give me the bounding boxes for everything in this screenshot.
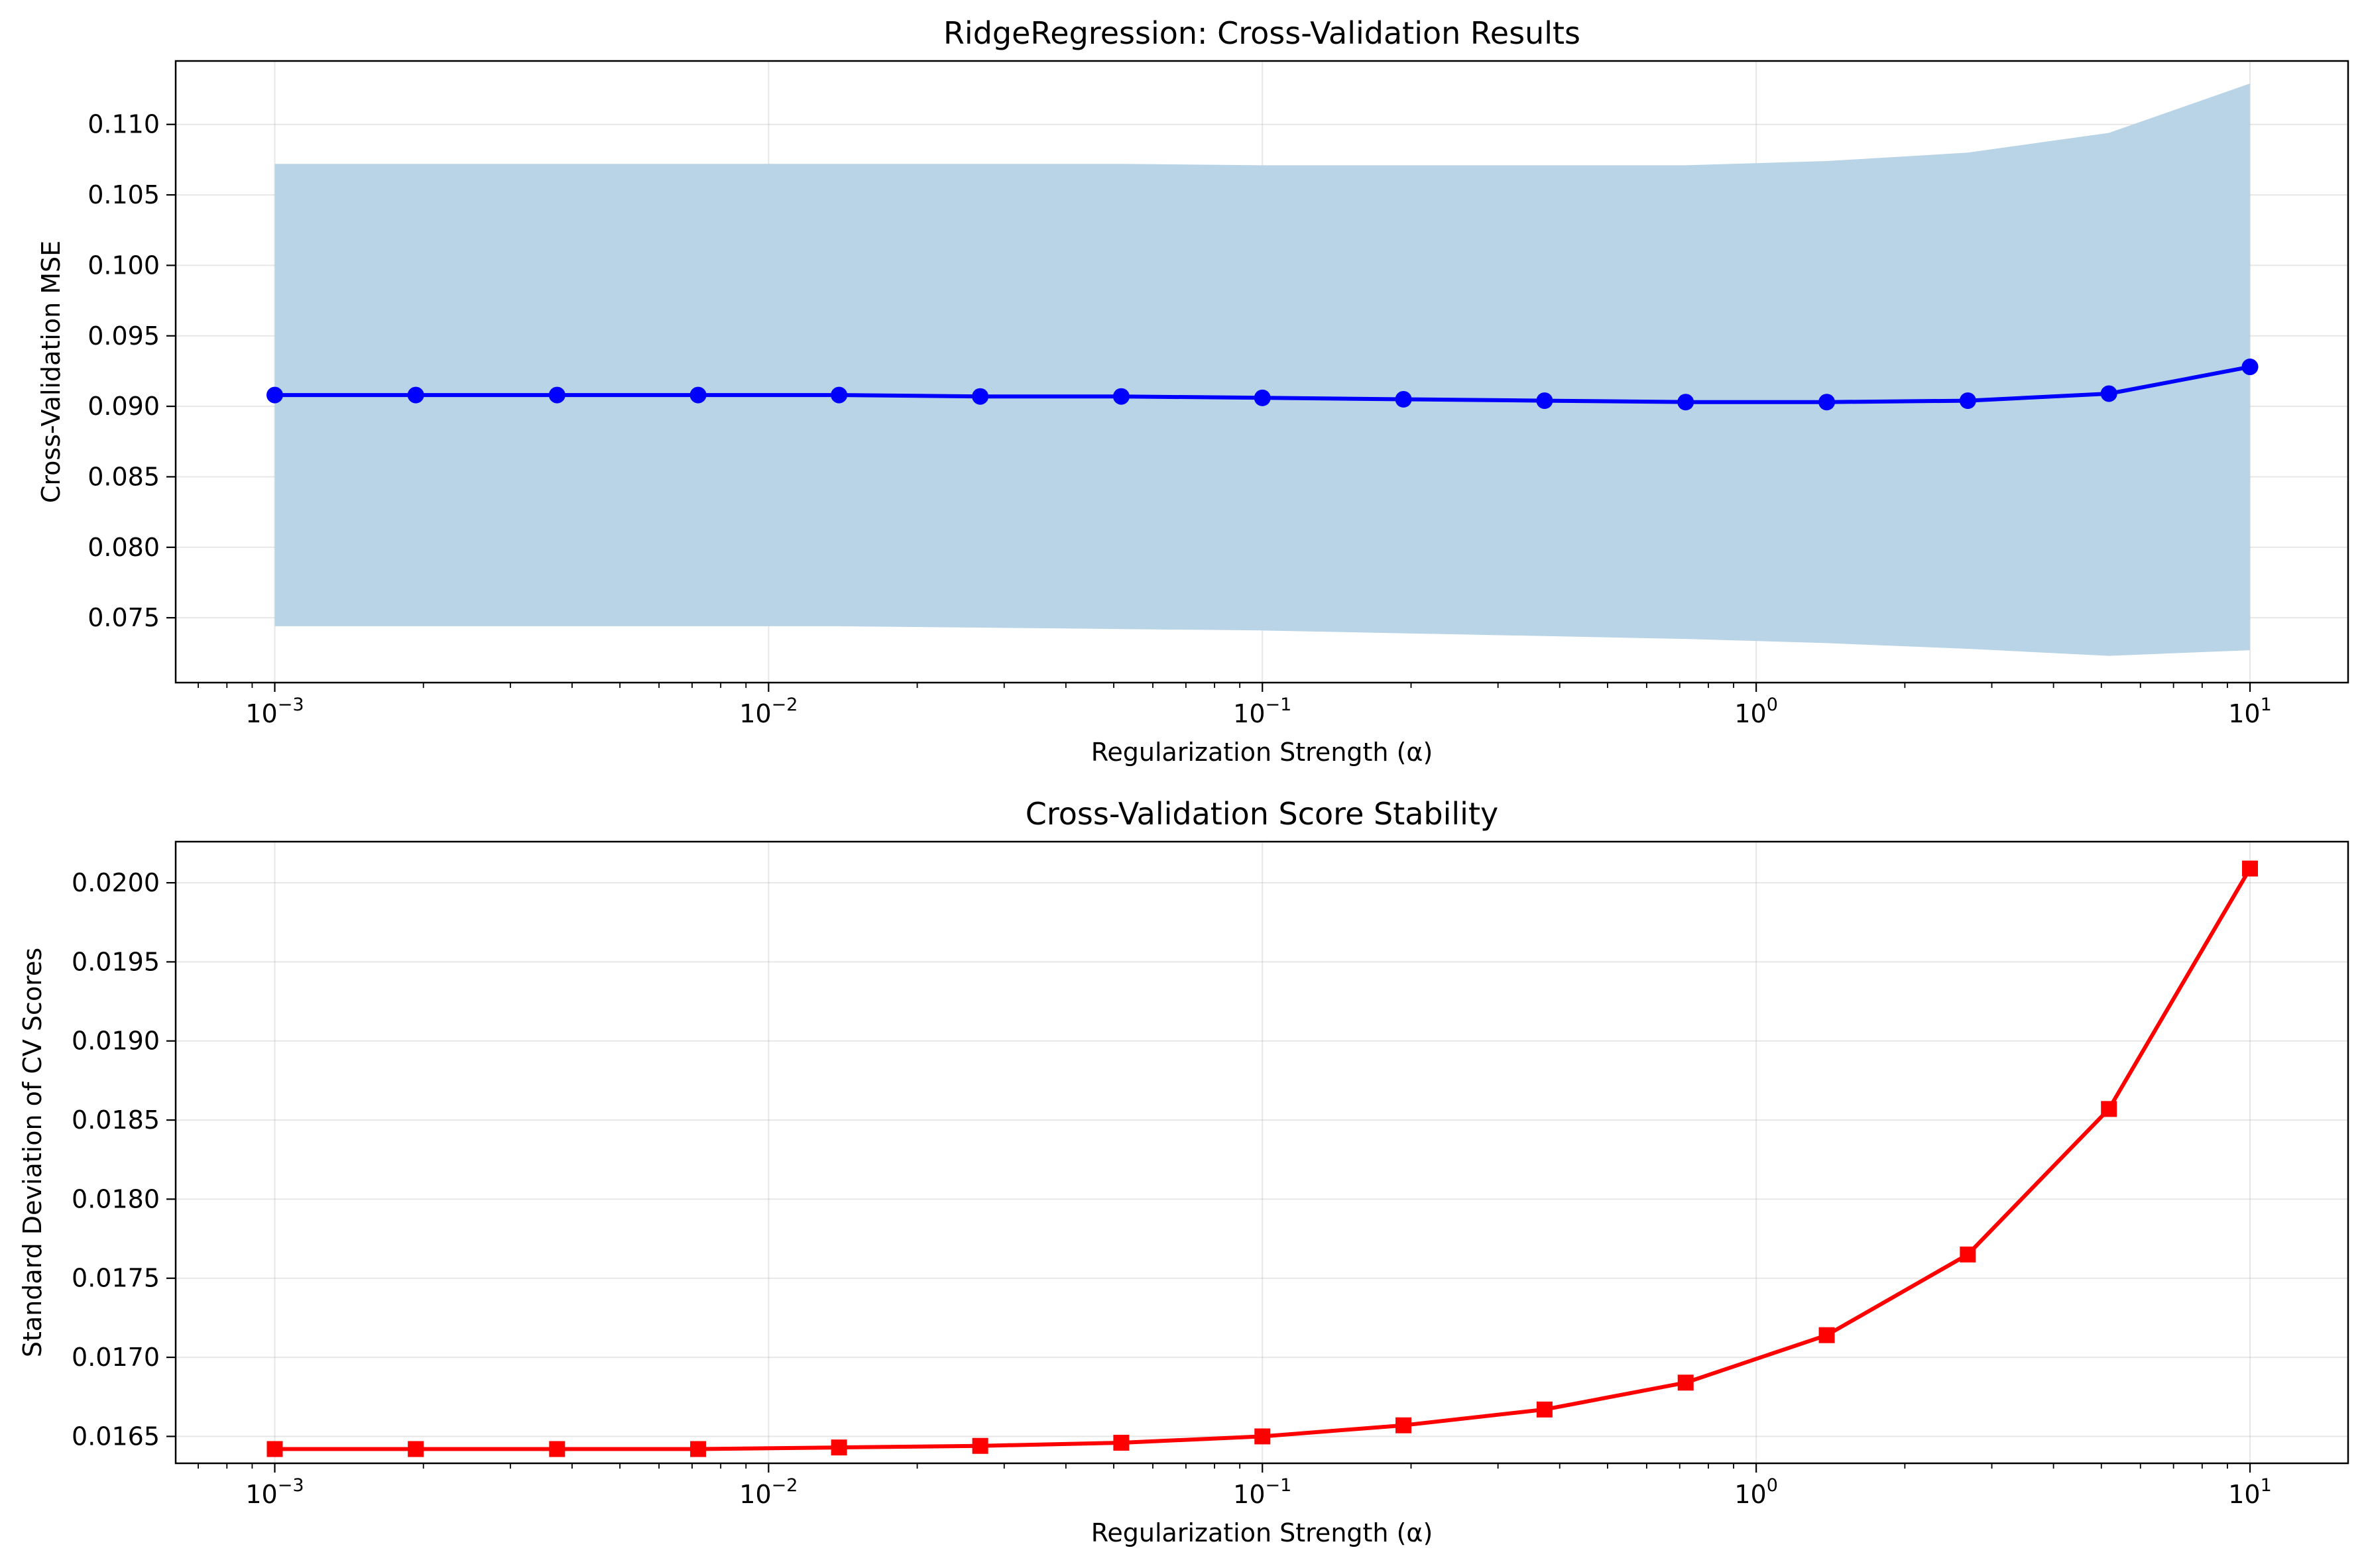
data-point [1254, 1428, 1271, 1445]
std-band [274, 84, 2250, 656]
x-tick-label: 100 [1734, 695, 1778, 728]
data-point [1677, 394, 1694, 411]
x-tick-label: 101 [2228, 695, 2272, 728]
y-tick-label: 0.0190 [72, 1027, 160, 1056]
y-tick-label: 0.0180 [72, 1184, 160, 1213]
x-tick-label: 10−1 [1233, 695, 1291, 728]
y-axis-label: Standard Deviation of CV Scores [18, 948, 47, 1357]
cv-std-panel: 10−3 10−2 10−1 100 101 0.0165 0.0170 0.0175 0.01… [18, 796, 2349, 1547]
chart-title: Cross-Validation Score Stability [1026, 796, 1498, 832]
data-point [266, 1441, 283, 1457]
y-tick-label: 0.0200 [72, 868, 160, 897]
data-point [972, 388, 989, 405]
data-point [1818, 1327, 1835, 1343]
cv-mse-panel: 10−3 10−2 10−1 100 101 0.075 0.080 0.085 0.090 0.… [36, 15, 2349, 767]
data-point [548, 386, 565, 404]
data-point [266, 386, 283, 404]
x-tick-label: 10−2 [739, 695, 798, 728]
data-point [831, 1439, 847, 1456]
x-axis-label: Regularization Strength (α) [1091, 1518, 1433, 1547]
data-point [972, 1437, 988, 1454]
data-point [1818, 394, 1836, 411]
y-tick-label: 0.0165 [72, 1422, 160, 1451]
data-point [1395, 1417, 1412, 1433]
data-point [408, 1441, 424, 1457]
y-tick-label: 0.0185 [72, 1105, 160, 1135]
x-tick-label: 10−2 [739, 1475, 798, 1509]
data-point [690, 1441, 707, 1457]
data-point [1536, 1401, 1553, 1418]
x-tick-label: 10−3 [245, 1475, 304, 1509]
data-point [549, 1441, 565, 1457]
x-axis-label: Regularization Strength (α) [1091, 738, 1433, 767]
x-tick-label: 10−3 [245, 695, 304, 728]
data-point [407, 386, 424, 404]
y-tick-label: 0.0195 [72, 947, 160, 976]
y-tick-label: 0.0170 [72, 1343, 160, 1372]
data-point [1254, 389, 1271, 406]
y-tick-label: 0.0175 [72, 1264, 160, 1293]
data-point [2242, 860, 2259, 877]
y-axis-label: Cross-Validation MSE [36, 241, 66, 503]
x-tick-label: 10−1 [1233, 1475, 1291, 1509]
x-tick-label: 100 [1734, 1475, 1778, 1509]
data-point [1959, 392, 1976, 410]
chart-title: RidgeRegression: Cross-Validation Result… [943, 15, 1580, 51]
y-tick-label: 0.095 [88, 321, 160, 351]
y-tick-label: 0.080 [88, 533, 160, 562]
data-point [1960, 1246, 1976, 1262]
y-tick-label: 0.110 [88, 110, 160, 139]
y-tick-label: 0.105 [88, 180, 160, 209]
data-point [1113, 1434, 1130, 1451]
data-point [2100, 385, 2117, 402]
y-tick-label: 0.090 [88, 392, 160, 421]
data-point [2101, 1101, 2117, 1117]
y-tick-label: 0.100 [88, 251, 160, 280]
data-point [1677, 1374, 1694, 1391]
data-point [1395, 390, 1412, 408]
data-point [1536, 392, 1553, 410]
y-tick-label: 0.085 [88, 462, 160, 491]
y-tick-label: 0.075 [88, 603, 160, 632]
x-tick-label: 101 [2228, 1475, 2272, 1509]
data-point [831, 386, 848, 404]
data-point [1112, 388, 1130, 405]
data-point [2241, 359, 2259, 376]
data-point [689, 386, 707, 404]
